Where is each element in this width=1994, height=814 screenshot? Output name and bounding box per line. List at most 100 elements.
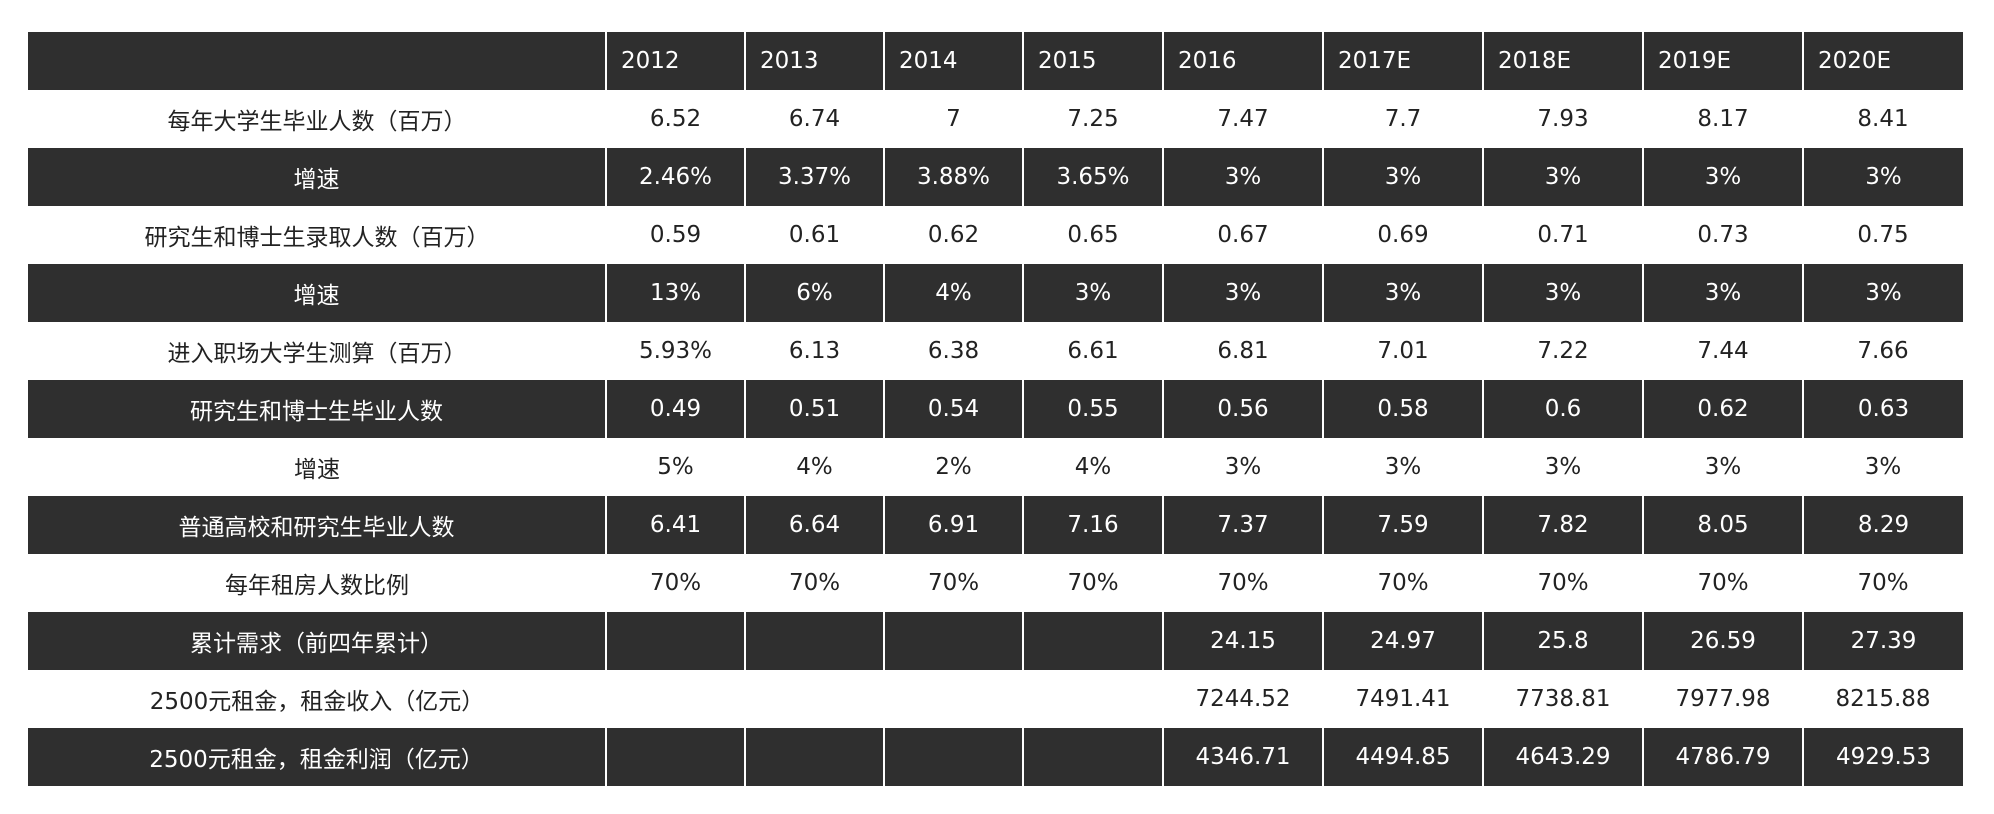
table-cell [605,612,745,670]
table-cell: 70% [1023,554,1163,612]
row-label: 研究生和博士生录取人数（百万） [28,206,606,264]
table-cell: 7.66 [1803,322,1963,380]
table-cell: 70% [1643,554,1803,612]
header-cell: 2012 [605,32,745,90]
table-cell: 7.25 [1023,90,1163,148]
table-cell: 3% [1163,438,1323,496]
table-cell: 3% [1802,148,1963,206]
table-cell: 3.88% [883,148,1023,206]
table-cell: 7.44 [1643,322,1803,380]
table-cell: 6.38 [884,322,1023,380]
table-cell [745,670,884,728]
table-cell: 4643.29 [1482,728,1643,786]
table-cell: 3% [1322,148,1483,206]
table-cell: 0.61 [745,206,884,264]
table-cell: 0.58 [1322,380,1483,438]
table-cell: 0.69 [1323,206,1483,264]
table-cell: 24.97 [1322,612,1483,670]
table-cell: 13% [605,264,745,322]
table-cell: 3% [1162,264,1323,322]
table-cell: 3% [1162,148,1323,206]
table-cell: 70% [1323,554,1483,612]
table-cell: 7.59 [1322,496,1483,554]
table-cell: 7.16 [1022,496,1163,554]
header-cell: 2016 [1162,32,1323,90]
table-cell: 70% [1483,554,1643,612]
data-table: 2012 2013 2014 2015 2016 2017E 2018E 201… [28,32,1963,786]
table-cell: 0.59 [606,206,745,264]
table-cell: 3% [1322,264,1483,322]
header-cell: 2015 [1022,32,1163,90]
row-label: 每年大学生毕业人数（百万） [28,90,606,148]
table-cell: 6% [744,264,884,322]
table-row: 普通高校和研究生毕业人数 6.41 6.64 6.91 7.16 7.37 7.… [28,496,1963,554]
row-label: 普通高校和研究生毕业人数 [28,496,606,554]
table-row: 每年大学生毕业人数（百万） 6.52 6.74 7 7.25 7.47 7.7 … [28,90,1963,148]
table-cell [744,728,884,786]
table-cell: 8.29 [1802,496,1963,554]
table-cell: 3.65% [1022,148,1163,206]
table-cell: 24.15 [1162,612,1323,670]
table-cell: 4% [883,264,1023,322]
table-cell: 5.93% [606,322,745,380]
table-row: 研究生和博士生毕业人数 0.49 0.51 0.54 0.55 0.56 0.5… [28,380,1963,438]
header-cell: 2019E [1642,32,1803,90]
table-cell: 0.55 [1022,380,1163,438]
table-cell: 70% [1803,554,1963,612]
table-cell: 7.01 [1323,322,1483,380]
table-cell: 6.13 [745,322,884,380]
table-cell: 7738.81 [1483,670,1643,728]
table-cell: 4346.71 [1162,728,1323,786]
table-cell: 0.54 [883,380,1023,438]
table-cell: 0.73 [1643,206,1803,264]
table-row: 累计需求（前四年累计） 24.15 24.97 25.8 26.59 27.39 [28,612,1963,670]
table-row: 增速 5% 4% 2% 4% 3% 3% 3% 3% 3% [28,438,1963,496]
table-cell: 6.74 [745,90,884,148]
row-label: 累计需求（前四年累计） [28,612,606,670]
table-cell: 3.37% [744,148,884,206]
table-cell: 3% [1803,438,1963,496]
table-cell: 27.39 [1802,612,1963,670]
table-cell: 8.05 [1642,496,1803,554]
table-cell [1023,670,1163,728]
table-cell: 0.75 [1803,206,1963,264]
table-cell: 7.7 [1323,90,1483,148]
table-cell: 0.65 [1023,206,1163,264]
table-cell: 2% [884,438,1023,496]
table-cell: 3% [1022,264,1163,322]
table-cell: 70% [884,554,1023,612]
table-cell: 3% [1643,438,1803,496]
table-cell [606,670,745,728]
table-cell [744,612,884,670]
table-cell: 3% [1483,438,1643,496]
table-cell: 6.61 [1023,322,1163,380]
row-label: 增速 [28,264,606,322]
table-cell: 7.47 [1163,90,1323,148]
header-cell: 2014 [883,32,1023,90]
row-label: 每年租房人数比例 [28,554,606,612]
table-row: 研究生和博士生录取人数（百万） 0.59 0.61 0.62 0.65 0.67… [28,206,1963,264]
table-cell: 4786.79 [1642,728,1803,786]
table-cell [605,728,745,786]
table-row: 增速 13% 6% 4% 3% 3% 3% 3% 3% 3% [28,264,1963,322]
table-cell: 0.62 [884,206,1023,264]
table-row: 增速 2.46% 3.37% 3.88% 3.65% 3% 3% 3% 3% 3… [28,148,1963,206]
table-cell: 7.37 [1162,496,1323,554]
table-cell: 6.52 [606,90,745,148]
table-cell: 25.8 [1482,612,1643,670]
header-cell: 2017E [1322,32,1483,90]
table-cell: 3% [1482,148,1643,206]
table-cell: 7244.52 [1163,670,1323,728]
table-row: 每年租房人数比例 70% 70% 70% 70% 70% 70% 70% 70%… [28,554,1963,612]
row-label: 增速 [28,148,606,206]
table-cell: 0.6 [1482,380,1643,438]
table-cell: 3% [1642,264,1803,322]
table-cell: 7.82 [1482,496,1643,554]
table-cell: 5% [606,438,745,496]
table-cell: 0.56 [1162,380,1323,438]
table-cell: 0.62 [1642,380,1803,438]
table-row: 2500元租金，租金利润（亿元） 4346.71 4494.85 4643.29… [28,728,1963,786]
table-cell: 2.46% [605,148,745,206]
table-cell [884,670,1023,728]
table-cell [1022,612,1163,670]
